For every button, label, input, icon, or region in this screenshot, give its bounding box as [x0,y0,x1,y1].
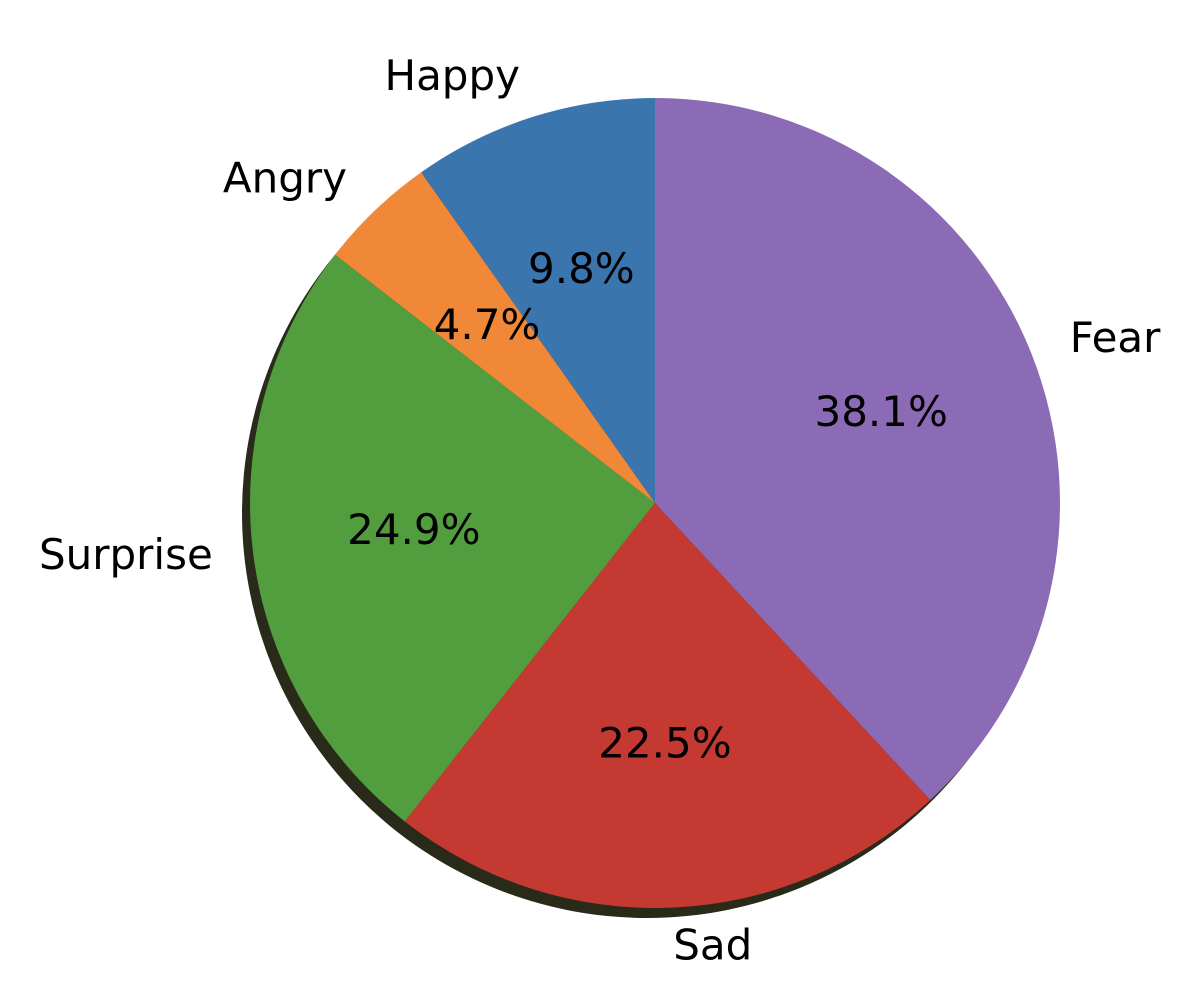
slice-label: Surprise [39,530,213,579]
percent-label: 22.5% [598,718,731,767]
pie-slice [421,98,655,503]
percent-label: 38.1% [814,387,947,436]
slice-label: Happy [384,51,520,100]
pie-slice [404,503,931,909]
slice-label: Fear [1070,313,1161,362]
percent-label: 24.9% [347,505,480,554]
percent-label: 9.8% [528,244,635,293]
pie-slice [334,172,655,503]
percent-label: 4.7% [434,300,541,349]
slice-label: Angry [223,154,347,203]
slice-label: Sad [673,921,752,970]
pie-slice [655,98,1061,800]
pie-slice [250,254,655,822]
